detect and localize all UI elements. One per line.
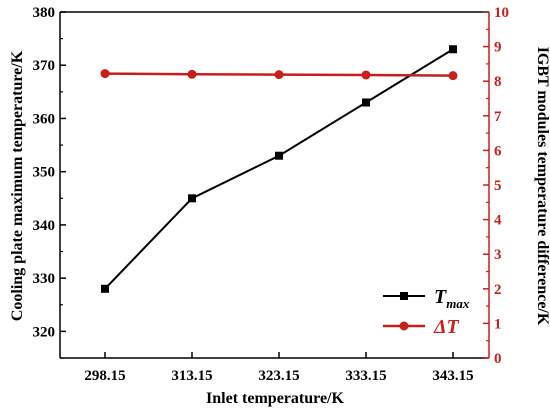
y-left-tick-label: 360 — [33, 111, 56, 127]
y-axis-right-title: IGBT modules temperature difference/K — [534, 47, 550, 326]
x-tick-label: 333.15 — [345, 368, 386, 384]
y-right-tick-label: 9 — [494, 40, 502, 56]
x-tick-label: 323.15 — [258, 368, 299, 384]
series-line-1 — [104, 48, 454, 290]
y-left-tick-label: 320 — [33, 324, 56, 340]
y-right-tick-label: 10 — [494, 5, 509, 21]
y-right-tick-label: 2 — [494, 282, 502, 298]
x-tick-label: 343.15 — [432, 368, 473, 384]
y-right-tick-label: 7 — [494, 109, 502, 125]
y-left-tick-label: 370 — [33, 58, 56, 74]
data-point-2 — [187, 69, 197, 79]
y-right-tick-label: 6 — [494, 143, 502, 159]
data-point-1 — [449, 45, 457, 54]
y-left-tick-label: 350 — [33, 165, 56, 181]
data-point-2 — [274, 70, 284, 80]
data-point-1 — [275, 151, 283, 160]
data-point-1 — [362, 98, 370, 107]
data-point-2 — [100, 69, 110, 79]
y-right-tick-label: 5 — [494, 178, 502, 194]
x-axis-title: Inlet temperature/K — [206, 390, 344, 407]
y-right-tick-label: 0 — [494, 351, 502, 367]
data-point-1 — [188, 194, 196, 203]
y-right-tick-label: 4 — [494, 213, 502, 229]
y-left-tick-label: 340 — [33, 218, 56, 234]
series-layer — [100, 45, 458, 293]
plot-frame — [59, 11, 490, 359]
legend-marker-1 — [400, 292, 408, 300]
data-point-1 — [101, 284, 109, 293]
legend: Tmax ΔT — [383, 286, 470, 338]
x-axis: 298.15 313.15 323.15 333.15 343.15 — [84, 352, 474, 384]
y-axis-left: 320 330 340 350 360 370 380 — [33, 5, 66, 359]
x-tick-label: 298.15 — [84, 368, 125, 384]
legend-label-2: ΔT — [433, 316, 460, 338]
y-axis-right: 0 1 2 3 4 5 6 7 8 9 10 — [483, 5, 509, 367]
x-tick-label: 313.15 — [171, 368, 212, 384]
data-point-2 — [448, 71, 458, 81]
legend-marker-2 — [399, 321, 409, 331]
y-right-tick-label: 1 — [494, 316, 502, 332]
y-left-tick-label: 380 — [33, 5, 56, 21]
y-right-tick-label: 8 — [494, 74, 502, 90]
legend-label-1: Tmax — [434, 286, 470, 311]
data-point-2 — [361, 70, 371, 80]
y-left-tick-label: 330 — [33, 271, 56, 287]
y-axis-left-title: Cooling plate maximum temperature/K — [9, 50, 26, 321]
y-right-tick-label: 3 — [494, 247, 502, 263]
